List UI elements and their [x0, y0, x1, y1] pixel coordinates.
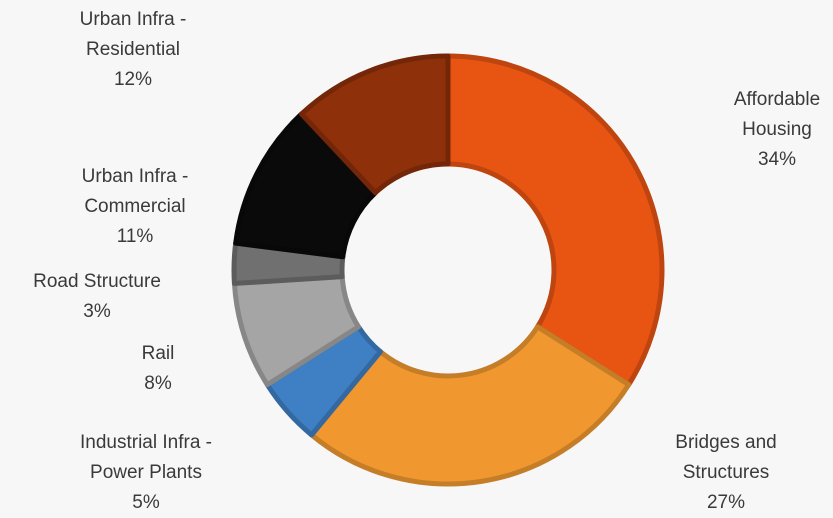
- slice-label-line: Residential: [86, 39, 180, 60]
- slice-label-0: Affordable Housing 34%: [734, 85, 820, 175]
- slice-urban-infra-residential: [299, 53, 451, 196]
- slice-bridges-and-structures: [309, 324, 632, 487]
- slice-label-5: Urban Infra - Commercial 11%: [82, 162, 189, 252]
- slice-label-line: Rail: [141, 343, 175, 364]
- slice-label-percent: 8%: [144, 373, 172, 394]
- slice-label-percent: 5%: [132, 492, 160, 513]
- slice-label-line: Industrial Infra -: [80, 432, 212, 453]
- slice-label-4: Road Structure 3%: [33, 267, 161, 327]
- slice-label-line: Bridges and: [675, 432, 777, 453]
- slice-label-line: Commercial: [84, 196, 186, 217]
- slice-label-line: Housing: [742, 119, 812, 140]
- slice-label-line: Road Structure: [33, 271, 161, 292]
- slice-label-1: Bridges and Structures 27%: [675, 428, 776, 518]
- slice-label-line: Structures: [682, 462, 770, 483]
- slice-label-2: Industrial Infra - Power Plants 5%: [80, 428, 212, 518]
- slice-label-line: Urban Infra -: [79, 9, 187, 30]
- slice-label-3: Rail 8%: [142, 339, 175, 399]
- slice-label-6: Urban Infra - Residential 12%: [80, 5, 187, 95]
- slice-label-line: Urban Infra -: [81, 166, 189, 187]
- slice-label-percent: 11%: [116, 226, 154, 247]
- slice-label-percent: 12%: [113, 69, 153, 90]
- slice-label-line: Power Plants: [90, 462, 202, 483]
- slice-affordable-housing: [445, 53, 665, 388]
- slice-label-percent: 34%: [757, 149, 797, 170]
- slice-label-percent: 27%: [706, 492, 746, 513]
- slice-label-percent: 3%: [83, 301, 111, 322]
- slice-label-line: Affordable: [733, 89, 821, 110]
